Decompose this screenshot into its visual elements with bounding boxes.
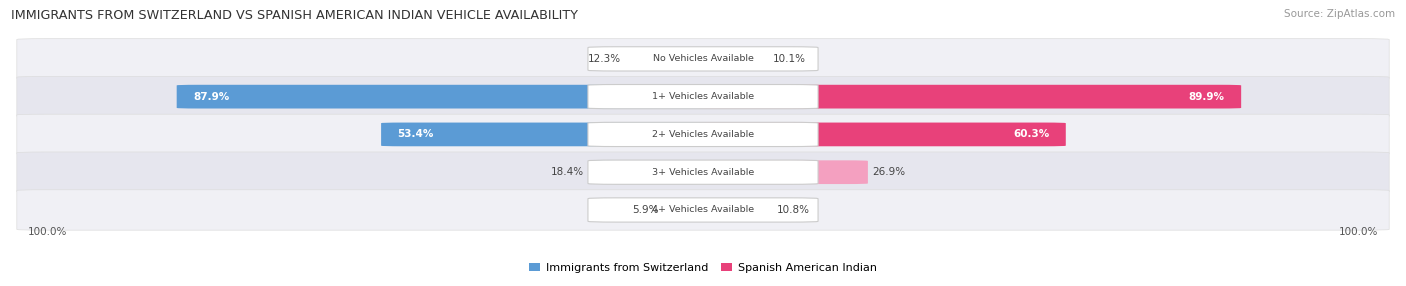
FancyBboxPatch shape bbox=[697, 198, 772, 222]
Text: 53.4%: 53.4% bbox=[398, 130, 434, 139]
FancyBboxPatch shape bbox=[588, 122, 818, 146]
FancyBboxPatch shape bbox=[17, 114, 1389, 155]
Text: 4+ Vehicles Available: 4+ Vehicles Available bbox=[652, 205, 754, 214]
Text: 100.0%: 100.0% bbox=[28, 227, 67, 237]
FancyBboxPatch shape bbox=[624, 47, 709, 71]
FancyBboxPatch shape bbox=[589, 160, 709, 184]
FancyBboxPatch shape bbox=[588, 47, 818, 71]
FancyBboxPatch shape bbox=[588, 160, 818, 184]
Text: 1+ Vehicles Available: 1+ Vehicles Available bbox=[652, 92, 754, 101]
FancyBboxPatch shape bbox=[381, 123, 709, 146]
FancyBboxPatch shape bbox=[17, 190, 1389, 230]
Text: No Vehicles Available: No Vehicles Available bbox=[652, 54, 754, 63]
Text: 18.4%: 18.4% bbox=[551, 167, 585, 177]
Text: 3+ Vehicles Available: 3+ Vehicles Available bbox=[652, 168, 754, 177]
FancyBboxPatch shape bbox=[17, 39, 1389, 79]
Text: 12.3%: 12.3% bbox=[588, 54, 620, 64]
Text: 60.3%: 60.3% bbox=[1012, 130, 1049, 139]
FancyBboxPatch shape bbox=[177, 85, 709, 108]
FancyBboxPatch shape bbox=[697, 160, 868, 184]
Text: 5.9%: 5.9% bbox=[631, 205, 658, 215]
FancyBboxPatch shape bbox=[697, 85, 1241, 108]
Text: Source: ZipAtlas.com: Source: ZipAtlas.com bbox=[1284, 9, 1395, 19]
FancyBboxPatch shape bbox=[588, 85, 818, 109]
FancyBboxPatch shape bbox=[17, 76, 1389, 117]
FancyBboxPatch shape bbox=[588, 198, 818, 222]
FancyBboxPatch shape bbox=[697, 123, 1066, 146]
Text: 89.9%: 89.9% bbox=[1188, 92, 1225, 102]
Text: 26.9%: 26.9% bbox=[872, 167, 905, 177]
Text: 100.0%: 100.0% bbox=[1339, 227, 1378, 237]
Text: IMMIGRANTS FROM SWITZERLAND VS SPANISH AMERICAN INDIAN VEHICLE AVAILABILITY: IMMIGRANTS FROM SWITZERLAND VS SPANISH A… bbox=[11, 9, 578, 21]
FancyBboxPatch shape bbox=[697, 47, 768, 71]
FancyBboxPatch shape bbox=[662, 198, 709, 222]
Text: 87.9%: 87.9% bbox=[193, 92, 229, 102]
Text: 10.1%: 10.1% bbox=[772, 54, 806, 64]
Text: 10.8%: 10.8% bbox=[776, 205, 810, 215]
FancyBboxPatch shape bbox=[17, 152, 1389, 192]
Legend: Immigrants from Switzerland, Spanish American Indian: Immigrants from Switzerland, Spanish Ame… bbox=[529, 263, 877, 273]
Text: 2+ Vehicles Available: 2+ Vehicles Available bbox=[652, 130, 754, 139]
